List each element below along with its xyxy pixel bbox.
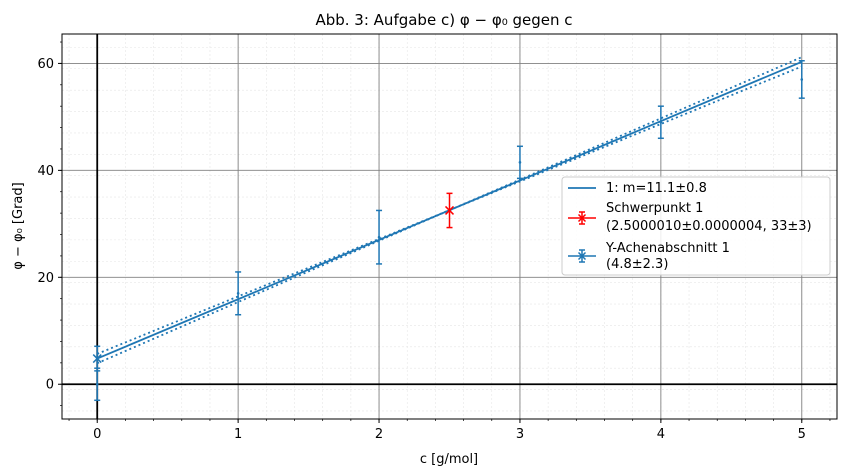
x-axis-label: c [g/mol] <box>420 452 478 467</box>
data-point <box>657 105 664 140</box>
x-tick-label: 2 <box>375 427 383 442</box>
data-points <box>94 59 805 402</box>
legend-intercept-swatch <box>568 249 596 263</box>
legend-box <box>561 176 831 276</box>
y-axis-label: φ − φ₀ [Grad] <box>11 182 26 269</box>
y-axis: 0 20 40 60 <box>37 41 62 406</box>
special-points <box>92 192 455 372</box>
data-point-marker <box>377 235 381 239</box>
y-tick-label: 0 <box>46 378 54 393</box>
x-tick-label: 4 <box>657 427 665 442</box>
schwerpunkt-point <box>444 192 455 229</box>
data-point <box>235 271 242 316</box>
x-marker-b <box>92 354 102 364</box>
x-tick-label: 0 <box>93 427 101 442</box>
chart-title: Abb. 3: Aufgabe c) φ − φ₀ gegen c <box>315 11 572 29</box>
x-marker-b <box>444 205 455 215</box>
x-tick-label: 5 <box>798 427 806 442</box>
data-point-marker <box>236 292 240 295</box>
legend-schwerpunkt-swatch <box>568 211 596 225</box>
y-tick-label: 20 <box>37 271 54 286</box>
intercept-point <box>92 345 102 372</box>
plot-frame <box>61 33 838 420</box>
data-point <box>516 145 523 180</box>
legend-fit-label: 1: m=11.1±0.8 <box>606 181 707 196</box>
x-tick-label: 1 <box>234 427 242 442</box>
legend-schwerpunkt-label: Schwerpunkt 1 <box>606 201 703 216</box>
fit-band-upper <box>96 56 803 365</box>
data-point <box>376 209 383 265</box>
data-point-marker <box>800 78 804 81</box>
legend-schwerpunkt-values: (2.5000010±0.0000004, 33±3) <box>606 219 812 234</box>
legend: 1: m=11.1±0.8 Schwerpunkt 1 (2.5000010±0… <box>561 176 831 276</box>
data-point <box>798 59 805 99</box>
y-tick-label: 60 <box>37 57 54 72</box>
data-point-marker <box>95 382 99 386</box>
legend-intercept-values: (4.8±2.3) <box>606 257 668 272</box>
x-axis: 0 1 2 3 4 5 <box>68 419 831 442</box>
y-tick-label: 40 <box>37 164 54 179</box>
data-point-marker <box>518 161 522 164</box>
data-point-marker <box>659 120 663 124</box>
legend-intercept-label: Y-Achenabschnitt 1 <box>605 241 730 256</box>
x-tick-label: 3 <box>516 427 524 442</box>
